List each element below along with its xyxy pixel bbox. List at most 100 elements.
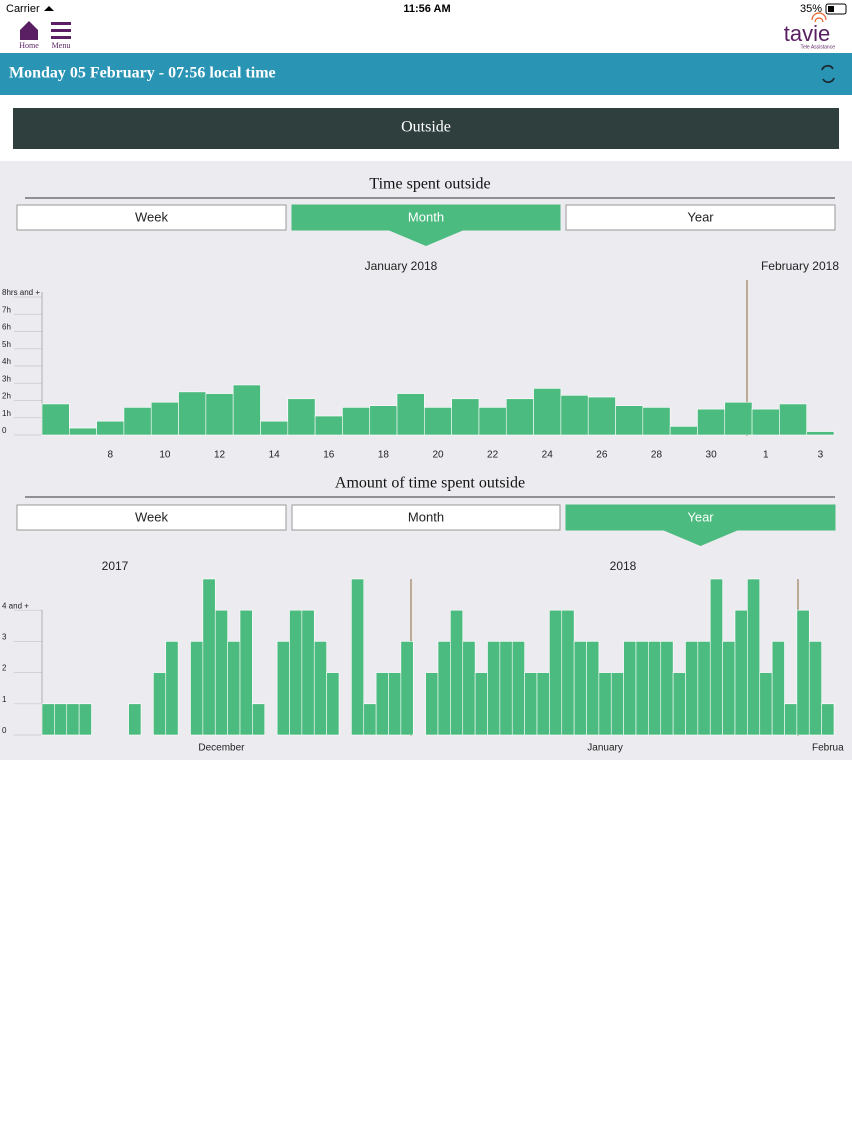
bar xyxy=(478,407,507,436)
bar xyxy=(96,420,125,436)
bar xyxy=(533,388,562,436)
bar xyxy=(54,703,68,736)
bar xyxy=(78,703,92,736)
bar xyxy=(326,672,340,736)
tab-label: Month xyxy=(408,209,444,224)
bar xyxy=(450,609,464,736)
y-tick-label: 4 and + xyxy=(2,601,29,610)
tab-label: Week xyxy=(135,209,168,224)
bar xyxy=(669,426,698,436)
y-tick-label: 1h xyxy=(2,409,11,418)
bar xyxy=(487,641,501,736)
bar xyxy=(587,396,616,436)
menu-icon xyxy=(51,36,71,39)
bar xyxy=(276,641,290,736)
bar xyxy=(375,672,389,736)
y-tick-label: 2h xyxy=(2,392,11,401)
period-label: February 2018 xyxy=(761,259,839,273)
x-tick-label: 28 xyxy=(651,450,663,461)
logo-signal xyxy=(811,12,827,23)
menu-icon xyxy=(51,22,71,25)
x-tick-label: December xyxy=(198,743,245,754)
bar xyxy=(314,415,343,436)
bar xyxy=(69,427,97,436)
tab-box xyxy=(16,504,287,531)
refresh-button[interactable] xyxy=(821,64,835,84)
tab-pointer xyxy=(662,530,739,546)
bar xyxy=(806,431,835,436)
tab[interactable]: Year xyxy=(565,204,836,231)
bar xyxy=(202,578,216,736)
y-tick-label: 7h xyxy=(2,305,11,314)
x-tick-label: 24 xyxy=(542,450,554,461)
bar xyxy=(499,641,513,736)
section-title: Outside xyxy=(401,119,451,136)
bar xyxy=(724,401,753,436)
tab[interactable]: Month xyxy=(291,204,561,246)
tab[interactable]: Week xyxy=(16,504,287,531)
bar xyxy=(821,703,835,736)
x-tick-label: 20 xyxy=(432,450,444,461)
tab-box xyxy=(16,204,287,231)
y-tick-label: 2 xyxy=(2,664,7,673)
bar xyxy=(363,703,377,736)
bar xyxy=(623,641,637,736)
bar xyxy=(150,401,179,436)
y-tick-label: 0 xyxy=(2,426,7,435)
period-label: 2017 xyxy=(102,559,129,573)
logo: tavie xyxy=(784,21,830,46)
x-tick-label: 22 xyxy=(487,450,499,461)
x-tick-label: 3 xyxy=(818,450,824,461)
bar xyxy=(598,672,612,736)
bar xyxy=(648,641,662,736)
x-tick-label: 18 xyxy=(378,450,390,461)
x-tick-label: 26 xyxy=(596,450,608,461)
battery-icon xyxy=(825,3,847,15)
bar xyxy=(808,641,822,736)
tab-label: Year xyxy=(687,509,714,524)
bar xyxy=(672,672,686,736)
bar xyxy=(41,703,55,736)
bar xyxy=(400,641,414,736)
bar xyxy=(232,384,261,436)
bar xyxy=(287,398,316,436)
x-tick-label: 30 xyxy=(706,450,718,461)
bar xyxy=(260,420,289,436)
battery-fill xyxy=(828,6,834,12)
bar xyxy=(642,407,671,436)
tab-box xyxy=(291,504,561,531)
bar xyxy=(123,407,152,436)
header-bar xyxy=(0,53,852,95)
bar xyxy=(351,578,365,736)
bar xyxy=(751,408,780,436)
x-tick-label: 16 xyxy=(323,450,335,461)
bar xyxy=(560,395,589,436)
carrier: Carrier xyxy=(6,3,40,15)
y-tick-label: 6h xyxy=(2,323,11,332)
bar xyxy=(342,407,371,436)
bar xyxy=(396,393,425,436)
bar xyxy=(796,609,810,736)
tab[interactable]: Year xyxy=(565,504,836,546)
refresh-icon xyxy=(821,64,835,84)
home-button[interactable]: Home xyxy=(19,21,39,50)
bar xyxy=(41,403,70,436)
period-label: January 2018 xyxy=(365,259,438,273)
y-tick-label: 0 xyxy=(2,726,7,735)
y-tick-label: 3h xyxy=(2,374,11,383)
bar xyxy=(610,672,624,736)
wifi-icon xyxy=(44,6,54,11)
section-bar xyxy=(13,108,839,149)
bar xyxy=(734,609,748,736)
menu-button[interactable]: Menu xyxy=(51,22,71,50)
bar xyxy=(524,672,538,736)
y-tick-label: 5h xyxy=(2,340,11,349)
tab-label: Month xyxy=(408,509,444,524)
tab[interactable]: Month xyxy=(291,504,561,531)
x-tick-label: January xyxy=(587,743,623,754)
bar xyxy=(205,393,234,436)
tab[interactable]: Week xyxy=(16,204,287,231)
bar xyxy=(722,641,736,736)
